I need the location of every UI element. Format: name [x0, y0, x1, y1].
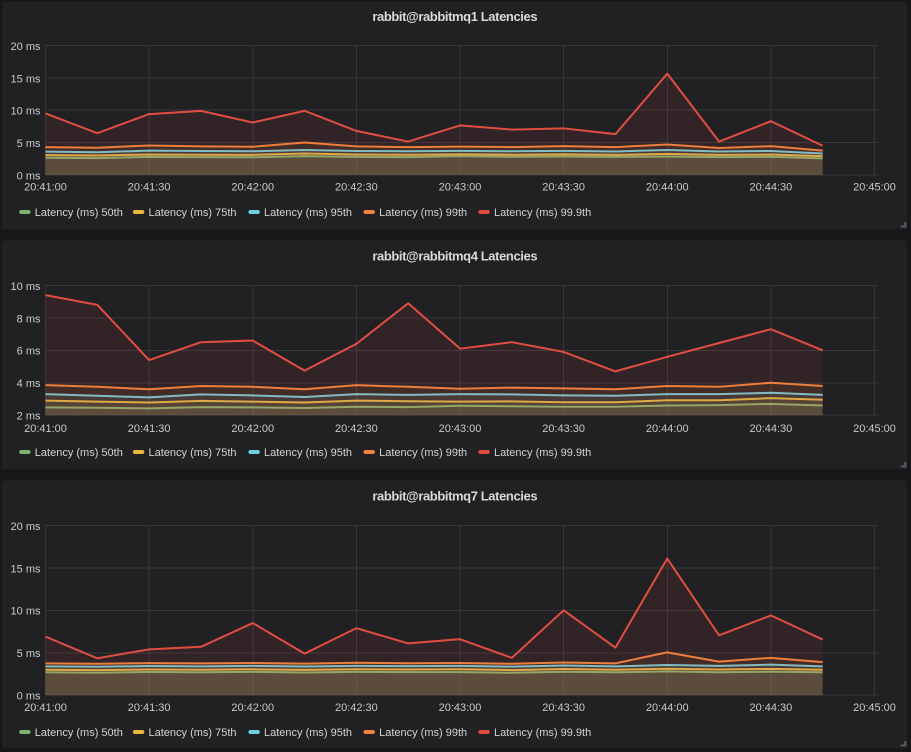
svg-text:20:43:30: 20:43:30	[542, 182, 585, 194]
svg-text:rabbit@rabbitmq7 Latencies: rabbit@rabbitmq7 Latencies	[372, 489, 537, 504]
svg-text:20:44:30: 20:44:30	[749, 702, 792, 714]
svg-text:20 ms: 20 ms	[11, 521, 41, 533]
svg-text:rabbit@rabbitmq4 Latencies: rabbit@rabbitmq4 Latencies	[372, 249, 537, 264]
svg-text:20 ms: 20 ms	[11, 41, 41, 53]
svg-text:20:45:00: 20:45:00	[853, 423, 896, 435]
svg-text:20:41:00: 20:41:00	[24, 423, 67, 435]
svg-text:10 ms: 10 ms	[11, 606, 41, 618]
svg-text:20:42:30: 20:42:30	[335, 182, 378, 194]
svg-text:Latency (ms) 99.9th: Latency (ms) 99.9th	[494, 207, 591, 219]
svg-text:15 ms: 15 ms	[11, 73, 41, 85]
svg-text:6 ms: 6 ms	[17, 346, 41, 358]
svg-text:0 ms: 0 ms	[17, 170, 41, 182]
svg-text:20:42:30: 20:42:30	[335, 423, 378, 435]
svg-text:Latency (ms) 95th: Latency (ms) 95th	[264, 447, 352, 459]
svg-text:Latency (ms) 99th: Latency (ms) 99th	[379, 207, 467, 219]
svg-text:Latency (ms) 99th: Latency (ms) 99th	[379, 727, 467, 739]
svg-text:20:41:00: 20:41:00	[24, 182, 67, 194]
svg-text:4 ms: 4 ms	[17, 378, 41, 390]
svg-text:5 ms: 5 ms	[17, 138, 41, 150]
svg-text:20:41:00: 20:41:00	[24, 702, 67, 714]
svg-text:20:41:30: 20:41:30	[128, 702, 171, 714]
svg-text:Latency (ms) 75th: Latency (ms) 75th	[149, 727, 237, 739]
svg-text:Latency (ms) 50th: Latency (ms) 50th	[35, 447, 123, 459]
svg-text:20:45:00: 20:45:00	[853, 182, 896, 194]
svg-text:10 ms: 10 ms	[11, 106, 41, 118]
svg-text:20:41:30: 20:41:30	[128, 423, 171, 435]
svg-text:Latency (ms) 75th: Latency (ms) 75th	[149, 207, 237, 219]
svg-text:20:43:00: 20:43:00	[439, 423, 482, 435]
svg-text:20:45:00: 20:45:00	[853, 702, 896, 714]
svg-text:20:42:00: 20:42:00	[231, 182, 274, 194]
svg-text:0 ms: 0 ms	[17, 691, 41, 703]
svg-text:10 ms: 10 ms	[11, 281, 41, 293]
svg-text:20:44:30: 20:44:30	[749, 423, 792, 435]
svg-text:20:43:00: 20:43:00	[439, 182, 482, 194]
svg-text:Latency (ms) 50th: Latency (ms) 50th	[35, 207, 123, 219]
svg-text:Latency (ms) 99.9th: Latency (ms) 99.9th	[494, 727, 591, 739]
svg-text:Latency (ms) 95th: Latency (ms) 95th	[264, 207, 352, 219]
svg-text:Latency (ms) 99th: Latency (ms) 99th	[379, 447, 467, 459]
svg-text:20:44:30: 20:44:30	[749, 182, 792, 194]
svg-text:Latency (ms) 99.9th: Latency (ms) 99.9th	[494, 447, 591, 459]
svg-text:5 ms: 5 ms	[17, 648, 41, 660]
svg-text:20:42:00: 20:42:00	[231, 702, 274, 714]
svg-text:20:43:30: 20:43:30	[542, 423, 585, 435]
svg-text:20:42:30: 20:42:30	[335, 702, 378, 714]
svg-text:20:44:00: 20:44:00	[646, 423, 689, 435]
svg-text:Latency (ms) 50th: Latency (ms) 50th	[35, 727, 123, 739]
svg-text:15 ms: 15 ms	[11, 563, 41, 575]
svg-text:20:43:00: 20:43:00	[439, 702, 482, 714]
svg-text:2 ms: 2 ms	[17, 411, 41, 423]
svg-text:20:42:00: 20:42:00	[231, 423, 274, 435]
svg-text:rabbit@rabbitmq1 Latencies: rabbit@rabbitmq1 Latencies	[372, 9, 537, 24]
svg-text:20:41:30: 20:41:30	[128, 182, 171, 194]
svg-text:20:43:30: 20:43:30	[542, 702, 585, 714]
svg-text:Latency (ms) 95th: Latency (ms) 95th	[264, 727, 352, 739]
svg-text:20:44:00: 20:44:00	[646, 182, 689, 194]
svg-text:Latency (ms) 75th: Latency (ms) 75th	[149, 447, 237, 459]
svg-text:8 ms: 8 ms	[17, 313, 41, 325]
svg-text:20:44:00: 20:44:00	[646, 702, 689, 714]
